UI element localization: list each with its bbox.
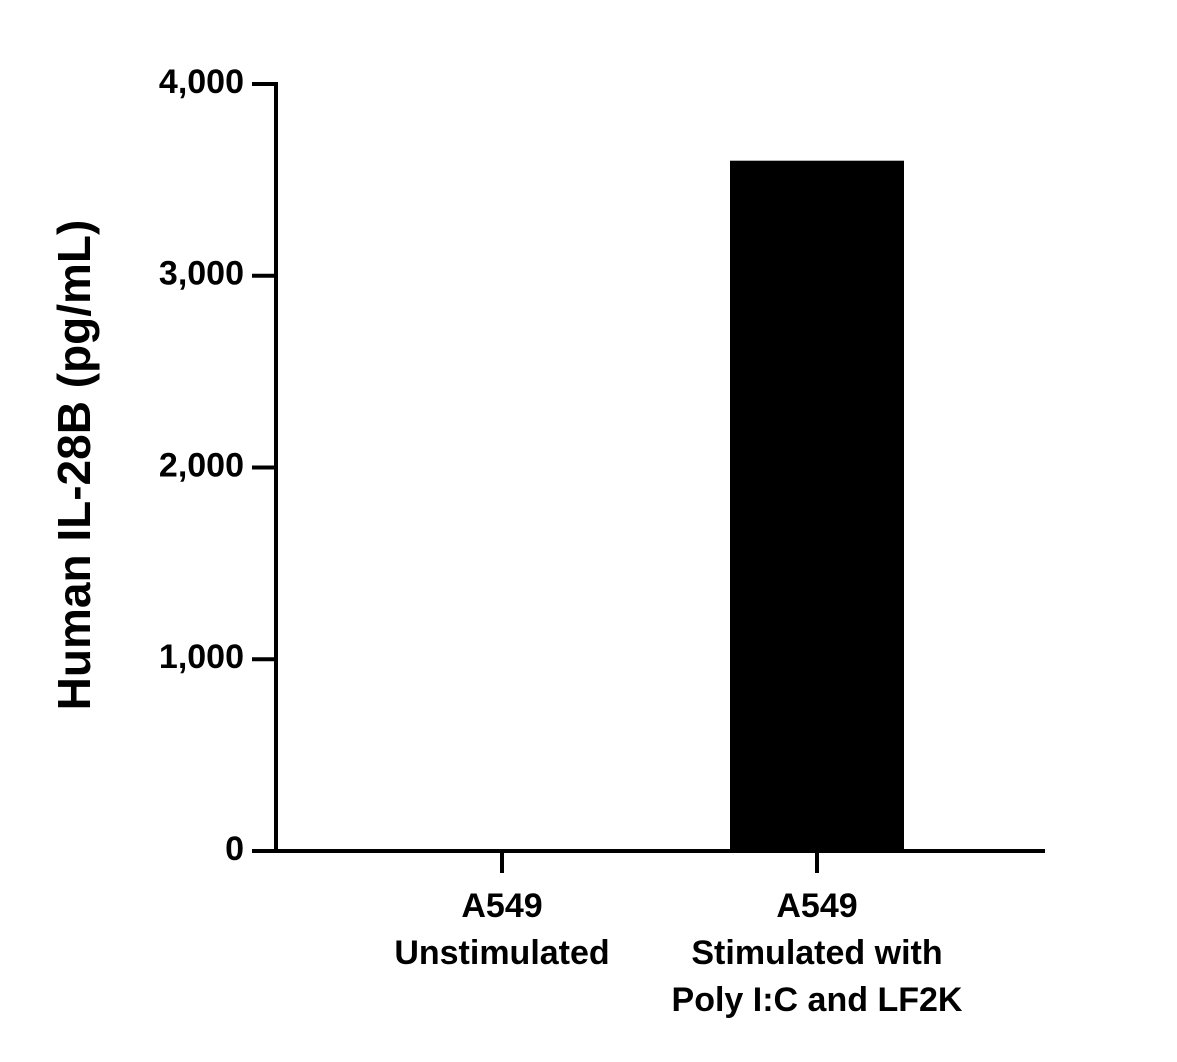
x-tick-label: Stimulated with — [691, 934, 942, 972]
x-tick-label: Poly I:C and LF2K — [672, 981, 963, 1019]
y-tick-label: 3,000 — [159, 255, 244, 293]
y-tick-label: 1,000 — [159, 638, 244, 676]
bar — [730, 160, 904, 851]
x-tick-label: A549 — [776, 887, 857, 925]
y-axis-label: Human IL-28B (pg/mL) — [48, 220, 100, 711]
x-tick-label: A549 — [461, 887, 542, 925]
x-tick-label: Unstimulated — [394, 934, 609, 972]
y-tick-label: 4,000 — [159, 63, 244, 101]
y-tick-label: 2,000 — [159, 446, 244, 484]
y-tick-label: 0 — [225, 830, 244, 868]
